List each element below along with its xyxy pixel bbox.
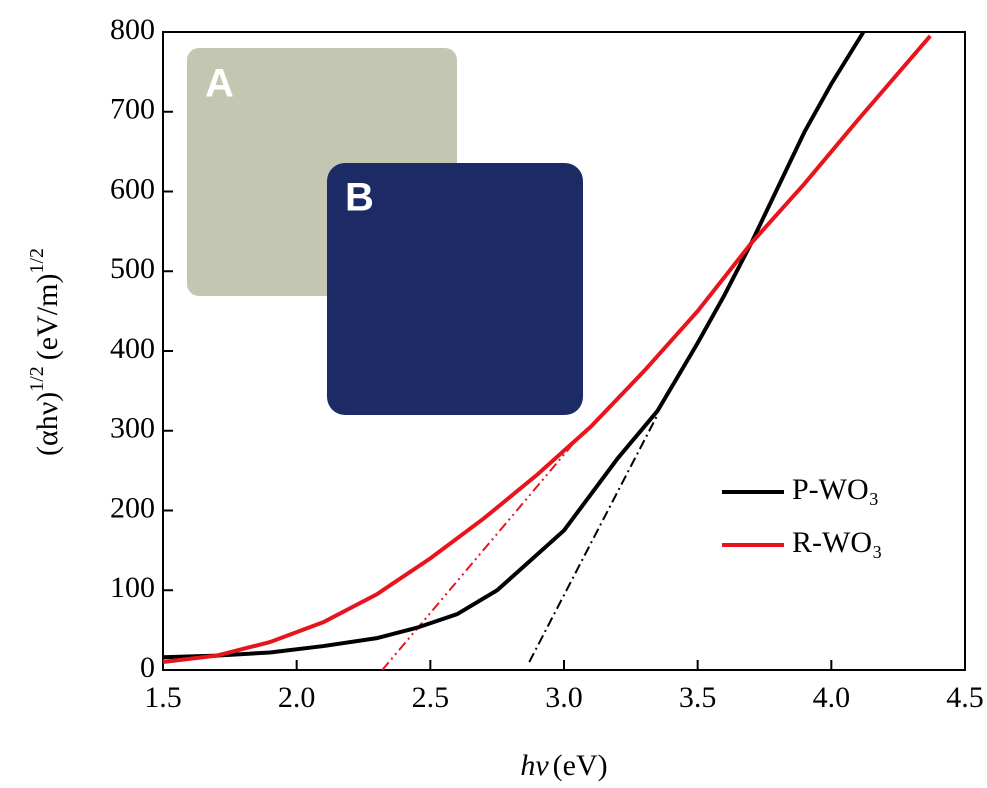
inset-label: A	[205, 62, 234, 106]
plot-frame	[162, 31, 966, 671]
y-tick-label: 300	[110, 412, 155, 445]
x-tick-label: 1.5	[144, 681, 182, 714]
y-label-base: (αhν)	[31, 392, 64, 456]
x-tick-label: 3.0	[545, 681, 583, 714]
x-label-unit: (eV)	[553, 749, 608, 782]
x-tick-label: 2.5	[412, 681, 450, 714]
y-tick-label: 200	[110, 491, 155, 524]
x-axis-label: hν (eV)	[520, 749, 607, 782]
y-tick-label: 0	[140, 651, 155, 684]
tangent-line	[381, 438, 579, 671]
inset-label: B	[345, 176, 374, 220]
y-tick-label: 100	[110, 571, 155, 604]
x-tick-label: 4.5	[946, 681, 984, 714]
tangent-line	[528, 414, 659, 663]
y-tick-label: 600	[110, 172, 155, 205]
series-line	[162, 30, 866, 660]
y-label-unit: (eV/m)	[31, 274, 64, 361]
x-label-symbol: hν	[520, 749, 549, 782]
y-tick-label: 500	[110, 252, 155, 285]
y-tick-label: 400	[110, 332, 155, 365]
y-tick-label: 700	[110, 93, 155, 126]
inset-b	[327, 163, 583, 415]
legend-label: R-WO₃	[792, 526, 882, 559]
series-line	[162, 34, 932, 665]
y-axis-label: (αhν)1/2(eV/m)1/2	[26, 248, 64, 456]
y-label-exp: 1/2	[26, 366, 48, 392]
y-tick-label: 800	[110, 13, 155, 46]
legend-label: P-WO₃	[792, 473, 879, 506]
y-label-exp: 1/2	[26, 248, 48, 274]
x-tick-label: 2.0	[278, 681, 316, 714]
x-tick-label: 3.5	[679, 681, 717, 714]
x-tick-label: 4.0	[813, 681, 851, 714]
